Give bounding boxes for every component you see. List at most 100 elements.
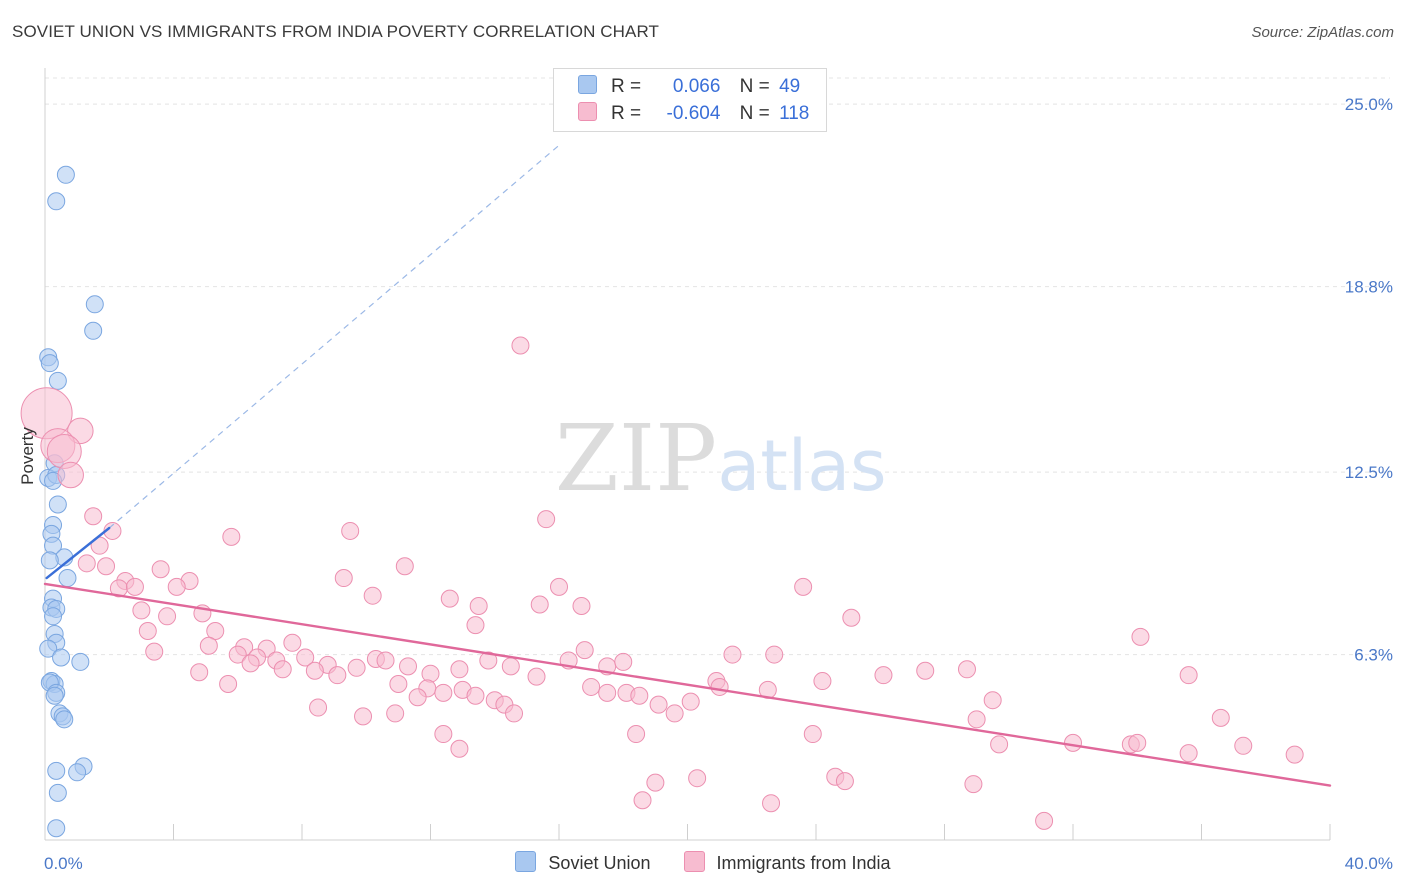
data-point <box>84 321 103 340</box>
data-point <box>440 589 459 608</box>
data-point <box>145 642 164 661</box>
data-point <box>434 725 453 744</box>
data-point <box>646 773 665 792</box>
data-point <box>469 597 488 615</box>
data-point <box>1179 744 1198 763</box>
data-point <box>45 686 64 705</box>
data-point <box>627 725 646 744</box>
data-point <box>1285 745 1304 764</box>
legend-r-value: -0.604 <box>666 103 721 124</box>
data-point <box>614 652 633 671</box>
data-point <box>389 675 408 693</box>
data-point <box>190 663 209 682</box>
legend-swatch-soviet-union <box>578 75 597 94</box>
data-point <box>575 641 594 660</box>
data-point <box>52 648 71 667</box>
legend-n-value: 49 <box>779 76 801 97</box>
legend-swatch-soviet-union <box>515 851 537 872</box>
data-point <box>347 658 366 677</box>
legend-n-value: 118 <box>779 103 810 124</box>
data-point <box>550 577 568 596</box>
data-point <box>399 657 418 676</box>
data-point <box>1064 733 1082 752</box>
data-point <box>219 675 238 693</box>
data-point <box>1131 627 1150 646</box>
data-point <box>58 569 77 588</box>
data-point <box>842 608 861 627</box>
data-point <box>835 772 854 791</box>
data-point <box>466 616 485 635</box>
data-point <box>273 660 292 679</box>
data-point <box>511 336 530 355</box>
legend-swatch-immigrants-from-india <box>683 851 705 872</box>
watermark-atlas: atlas <box>717 425 886 507</box>
data-point <box>40 354 59 373</box>
data-point <box>158 607 177 626</box>
series-legend: Soviet Union Immigrants from India <box>0 851 1406 874</box>
legend-item-soviet-union[interactable]: Soviet Union <box>515 851 650 874</box>
data-point <box>598 683 617 702</box>
legend-r-value: 0.066 <box>672 76 721 97</box>
data-point <box>57 461 84 489</box>
data-point <box>241 654 260 673</box>
data-point <box>537 510 556 529</box>
data-point <box>633 791 652 810</box>
data-point <box>167 577 186 596</box>
data-point <box>957 660 976 679</box>
data-point <box>376 651 395 670</box>
data-point <box>77 554 96 573</box>
data-point <box>199 636 218 655</box>
legend-row-soviet-union: R = 0.066 N = 49 <box>578 75 800 99</box>
data-point <box>990 735 1009 754</box>
data-point <box>363 586 382 605</box>
data-point <box>125 577 144 596</box>
x-tick-label-min: 0.0% <box>44 854 83 873</box>
data-point <box>71 652 90 671</box>
correlation-legend: R = 0.066 N = 49 R = -0.604 N = 118 <box>553 68 827 132</box>
data-point <box>334 569 353 588</box>
data-point <box>479 651 498 670</box>
data-point <box>328 666 347 685</box>
data-point <box>874 666 893 685</box>
data-point <box>354 707 373 726</box>
trend-lines <box>43 144 1332 787</box>
data-point <box>916 661 935 680</box>
data-point <box>151 560 170 579</box>
data-point <box>39 639 58 658</box>
series-immigrants-from-india <box>20 336 1304 830</box>
data-point <box>530 595 549 614</box>
data-point <box>47 819 66 838</box>
data-point <box>665 704 684 723</box>
data-point <box>1234 736 1253 755</box>
legend-row-immigrants-from-india: R = -0.604 N = 118 <box>578 102 809 126</box>
data-point <box>794 577 813 596</box>
x-tick-label-max: 40.0% <box>1345 854 1393 873</box>
data-point <box>55 710 74 729</box>
data-point <box>688 769 707 788</box>
data-point <box>395 557 414 576</box>
data-point <box>813 672 832 691</box>
legend-r-label: R = <box>611 76 642 97</box>
y-tick-label: 12.5% <box>1345 463 1393 482</box>
data-point <box>983 691 1002 710</box>
data-point <box>466 686 485 705</box>
legend-item-immigrants-from-india[interactable]: Immigrants from India <box>683 851 891 874</box>
trend-line <box>45 526 111 580</box>
legend-r-label: R = <box>611 103 642 124</box>
data-point <box>85 295 104 314</box>
data-point <box>48 783 67 802</box>
data-point <box>765 645 784 664</box>
trend-line <box>43 582 1332 787</box>
data-point <box>48 371 67 390</box>
data-point <box>68 763 87 782</box>
data-point <box>582 677 601 696</box>
data-point <box>40 551 59 570</box>
gridlines <box>45 77 1390 656</box>
data-point <box>967 710 986 729</box>
y-tick-label: 18.8% <box>1345 278 1393 297</box>
data-point <box>1211 708 1230 727</box>
legend-n-label: N = <box>739 76 770 97</box>
data-point <box>681 692 700 711</box>
data-point <box>296 648 315 667</box>
